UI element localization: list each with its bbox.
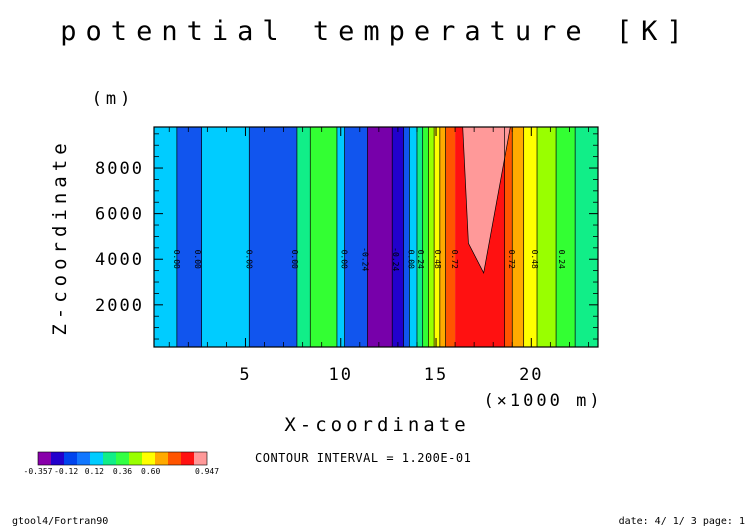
plot-frame (153, 126, 599, 348)
contour-label-group: 0.00 (340, 250, 349, 269)
colorbar-tick-label: 0.36 (113, 467, 132, 476)
contour-label-group: 0.72 (450, 250, 459, 269)
footer-left: gtool4/Fortran90 (12, 516, 108, 527)
contour-label-group: 0.00 (172, 250, 181, 269)
contour-label: 0.00 (340, 250, 349, 269)
contour-label-group: 0.00 (406, 250, 415, 269)
contour-band (154, 127, 177, 347)
contour-label-group: 0.72 (507, 250, 516, 269)
contour-band (310, 127, 337, 347)
contour-band (556, 127, 576, 347)
contour-label-group: -0.24 (361, 247, 370, 271)
contour-label: 0.00 (406, 250, 415, 269)
colorbar-swatch (168, 452, 181, 465)
contour-label-group: 0.00 (244, 250, 253, 269)
contour-band (249, 127, 297, 347)
colorbar-tick-label: 0.12 (85, 467, 104, 476)
y-tick-label: 4000 (95, 250, 144, 270)
x-tick-label: 5 (239, 365, 251, 385)
colorbar-swatch (77, 452, 90, 465)
axes: 5 10 15 20 2000 4000 6000 8000 (95, 126, 599, 385)
colorbar-tick-label: -0.357 (24, 467, 53, 476)
contour-label: -0.24 (361, 247, 370, 271)
colorbar-tick-label: -0.12 (54, 467, 78, 476)
contour-band (367, 127, 393, 347)
chart-title: potential temperature [K] (60, 16, 691, 47)
contour-interval-text: CONTOUR INTERVAL = 1.200E-01 (255, 451, 471, 465)
contour-label: 0.00 (290, 250, 299, 269)
colorbar-frame (37, 451, 208, 466)
contour-label: 0.48 (530, 250, 539, 269)
y-tick-label: 6000 (95, 205, 144, 225)
contour-label: 0.48 (433, 250, 442, 269)
colorbar-swatch (38, 452, 51, 465)
contour-band (392, 127, 404, 347)
contour-label: 0.72 (507, 250, 516, 269)
contour-band (537, 127, 557, 347)
contour-band (409, 127, 417, 347)
contour-band (523, 127, 538, 347)
colorbar-legend: -0.357 -0.12 0.12 0.36 0.60 0.947 (24, 451, 219, 476)
plot-area: 0.00 0.00 0.00 0.00 0.00 -0.24 -0.24 0.00 0.24 0.… (154, 126, 598, 347)
y-tick-label: 8000 (95, 159, 144, 179)
colorbar-swatch (194, 452, 207, 465)
colorbar-swatch (181, 452, 194, 465)
contour-band (445, 127, 456, 347)
contour-label-group: 0.48 (530, 250, 539, 269)
contour-band (403, 127, 410, 347)
contour-label: 0.00 (172, 250, 181, 269)
contour-label: 0.00 (244, 250, 253, 269)
colorbar-swatch (142, 452, 155, 465)
y-axis-label: Z-coordinate (49, 138, 71, 335)
colorbar-swatch (116, 452, 129, 465)
colorbar-swatch (129, 452, 142, 465)
colorbar-tick-label: 0.60 (141, 467, 160, 476)
colorbar-swatch (90, 452, 103, 465)
colorbar-swatch (103, 452, 116, 465)
contour-band (296, 127, 311, 347)
x-tick-label: 20 (519, 365, 543, 385)
contour-band (434, 127, 440, 347)
contour-band (428, 127, 435, 347)
footer-right: date: 4/ 1/ 3 page: 1 (619, 516, 745, 527)
y-axis-unit: (m) (92, 89, 135, 109)
contour-label-group: 0.00 (290, 250, 299, 269)
y-tick-label: 2000 (95, 296, 144, 316)
contour-band (439, 127, 446, 347)
colorbar-swatch (155, 452, 168, 465)
contour-label: -0.24 (391, 247, 400, 271)
colorbar-swatch (64, 452, 77, 465)
colorbar-tick-label: 0.947 (195, 467, 219, 476)
contour-band (422, 127, 429, 347)
x-axis-label: X-coordinate (284, 414, 469, 436)
contour-band (416, 127, 423, 347)
x-axis-unit: (×1000 m) (483, 391, 602, 411)
contour-label-group: 0.24 (557, 250, 566, 269)
contour-label: 0.72 (450, 250, 459, 269)
x-tick-label: 10 (329, 365, 353, 385)
contour-label: 0.24 (416, 250, 425, 269)
contour-band (504, 127, 513, 347)
contour-label-group: -0.24 (391, 247, 400, 271)
contour-label: 0.00 (193, 250, 202, 269)
contour-label: 0.24 (557, 250, 566, 269)
colorbar-swatch (51, 452, 64, 465)
contour-band (336, 127, 345, 347)
contour-label-group: 0.24 (416, 250, 425, 269)
contour-band (575, 127, 598, 347)
contour-label-group: 0.00 (193, 250, 202, 269)
contour-band (344, 127, 368, 347)
contour-band (201, 127, 250, 347)
contour-band (512, 127, 524, 347)
contour-label-group: 0.48 (433, 250, 442, 269)
contour-band (176, 127, 202, 347)
x-tick-label: 15 (424, 365, 448, 385)
